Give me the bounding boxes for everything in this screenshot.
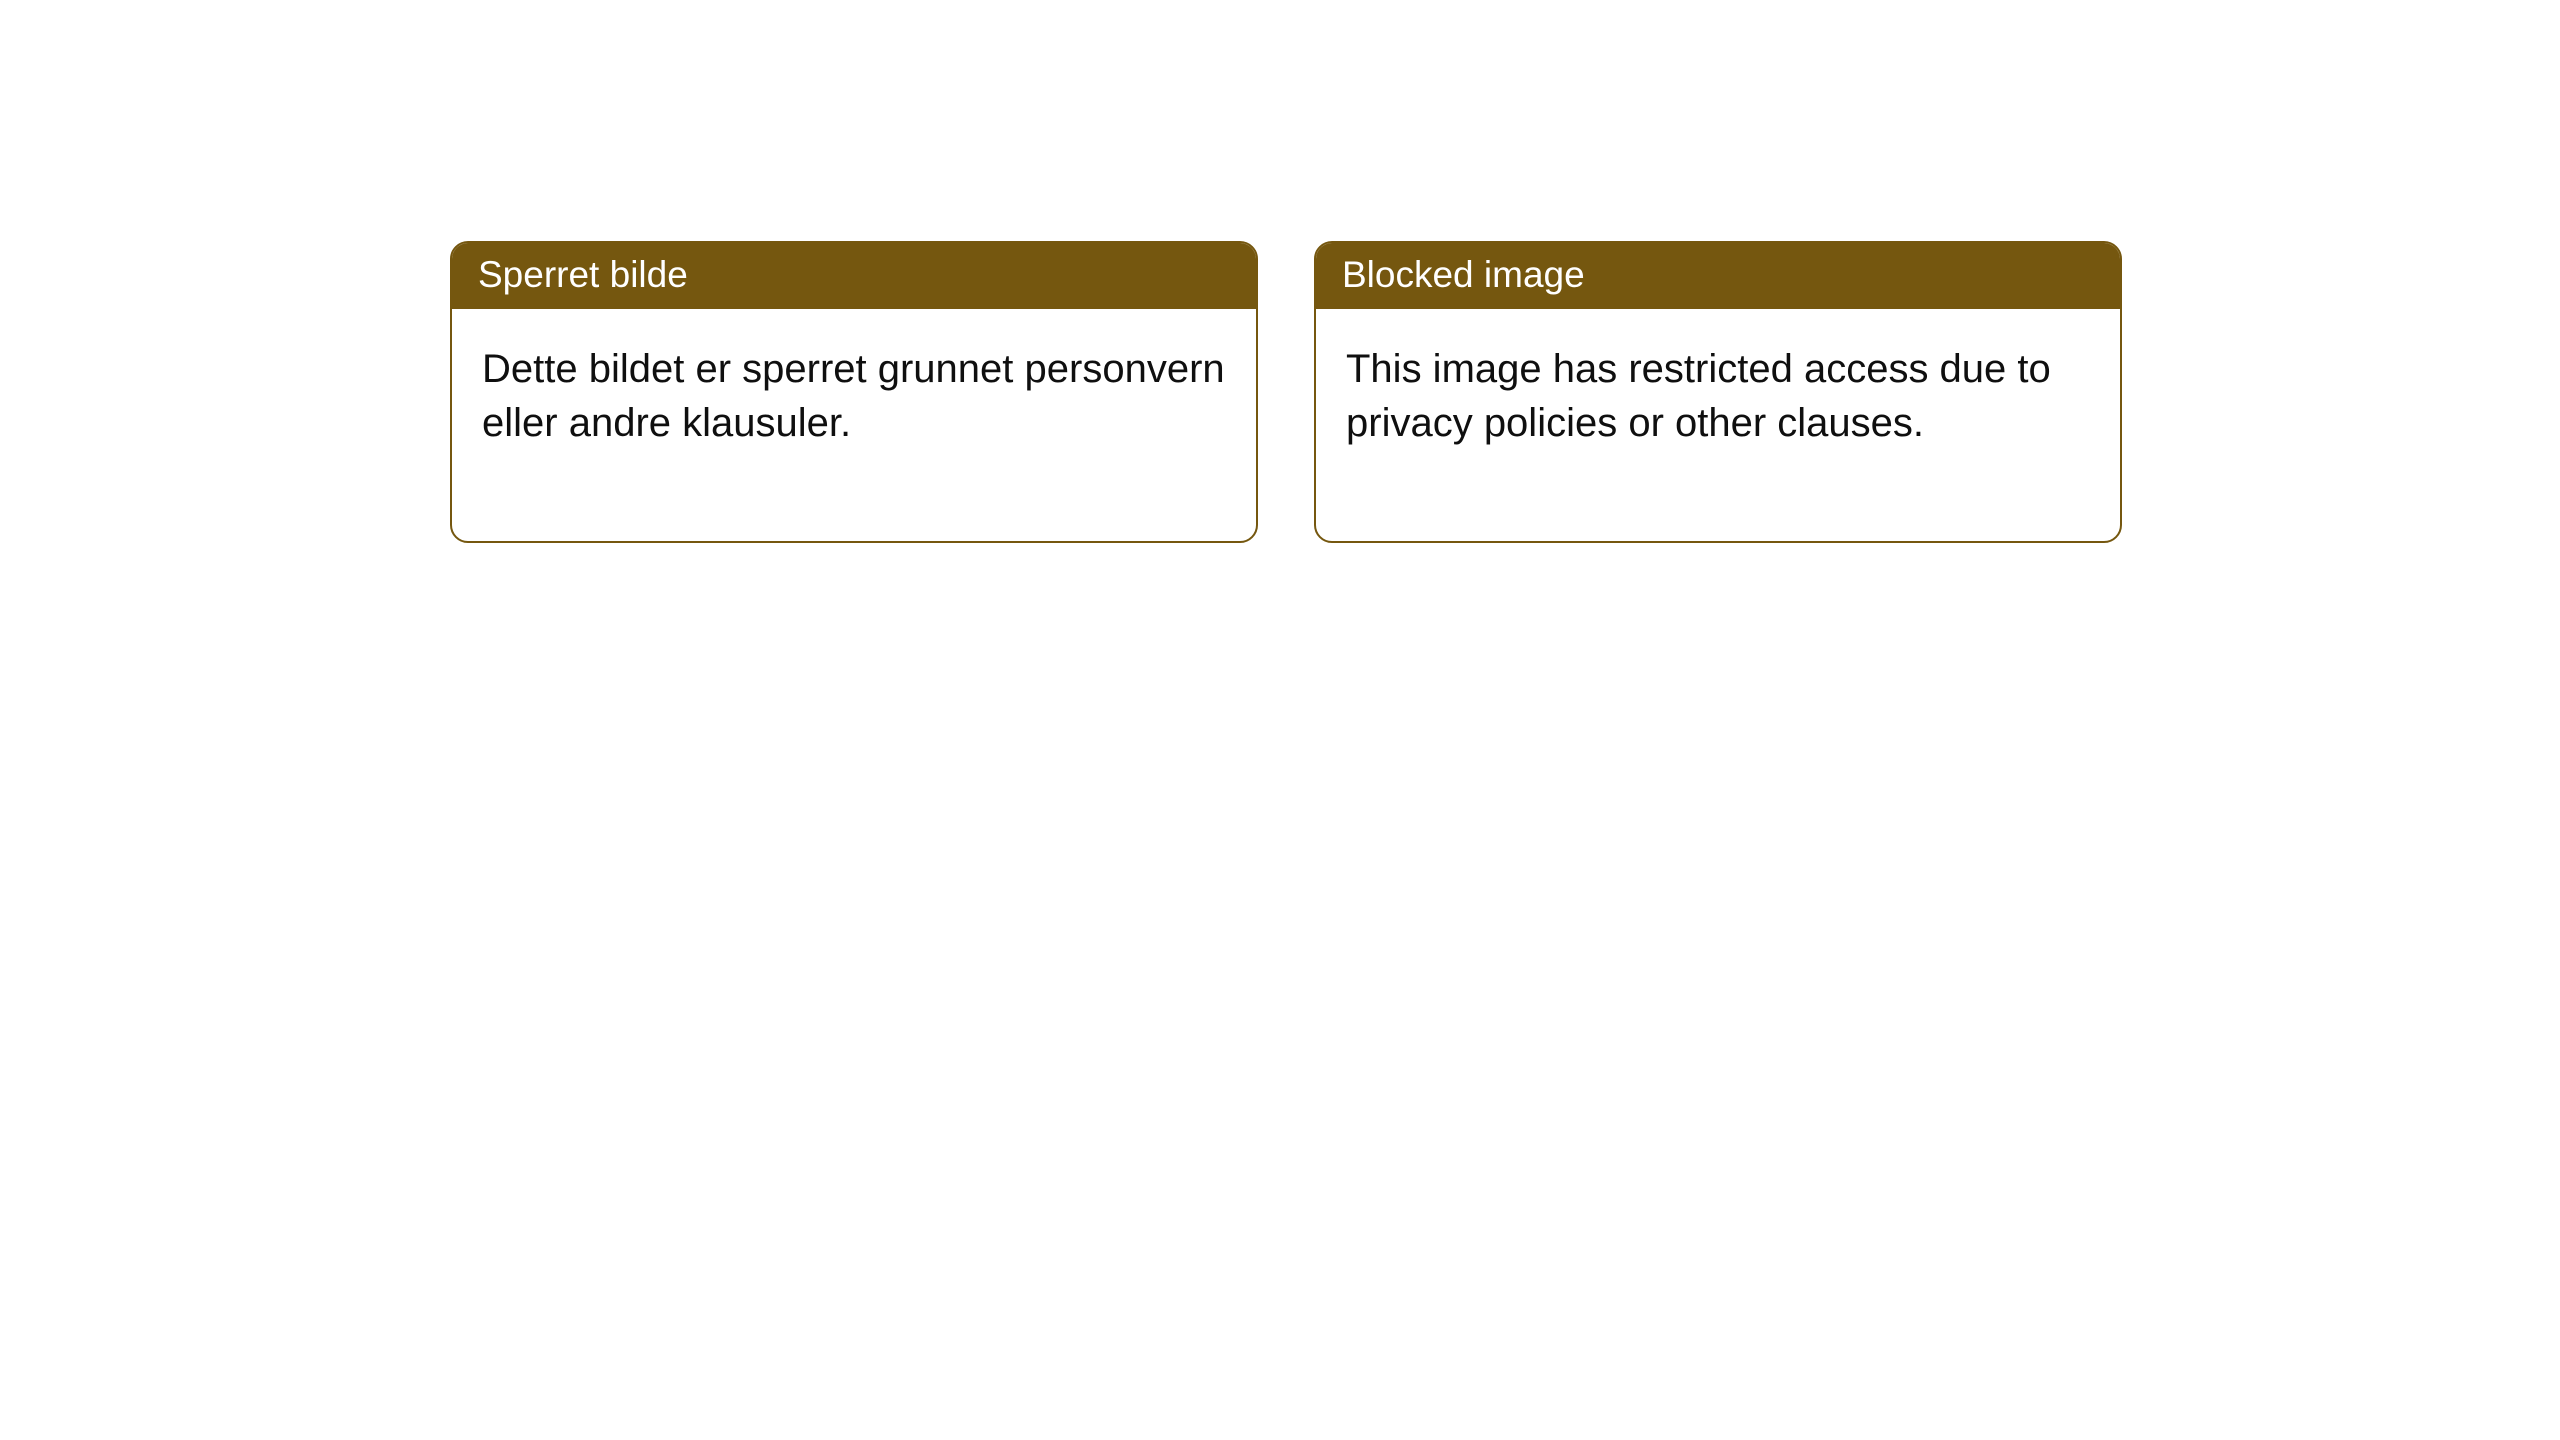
notice-title: Sperret bilde (452, 243, 1256, 309)
notice-card-norwegian: Sperret bilde Dette bildet er sperret gr… (450, 241, 1258, 543)
notice-body: This image has restricted access due to … (1316, 309, 2120, 540)
notice-container: Sperret bilde Dette bildet er sperret gr… (0, 0, 2560, 543)
notice-card-english: Blocked image This image has restricted … (1314, 241, 2122, 543)
notice-title: Blocked image (1316, 243, 2120, 309)
notice-body: Dette bildet er sperret grunnet personve… (452, 309, 1256, 540)
